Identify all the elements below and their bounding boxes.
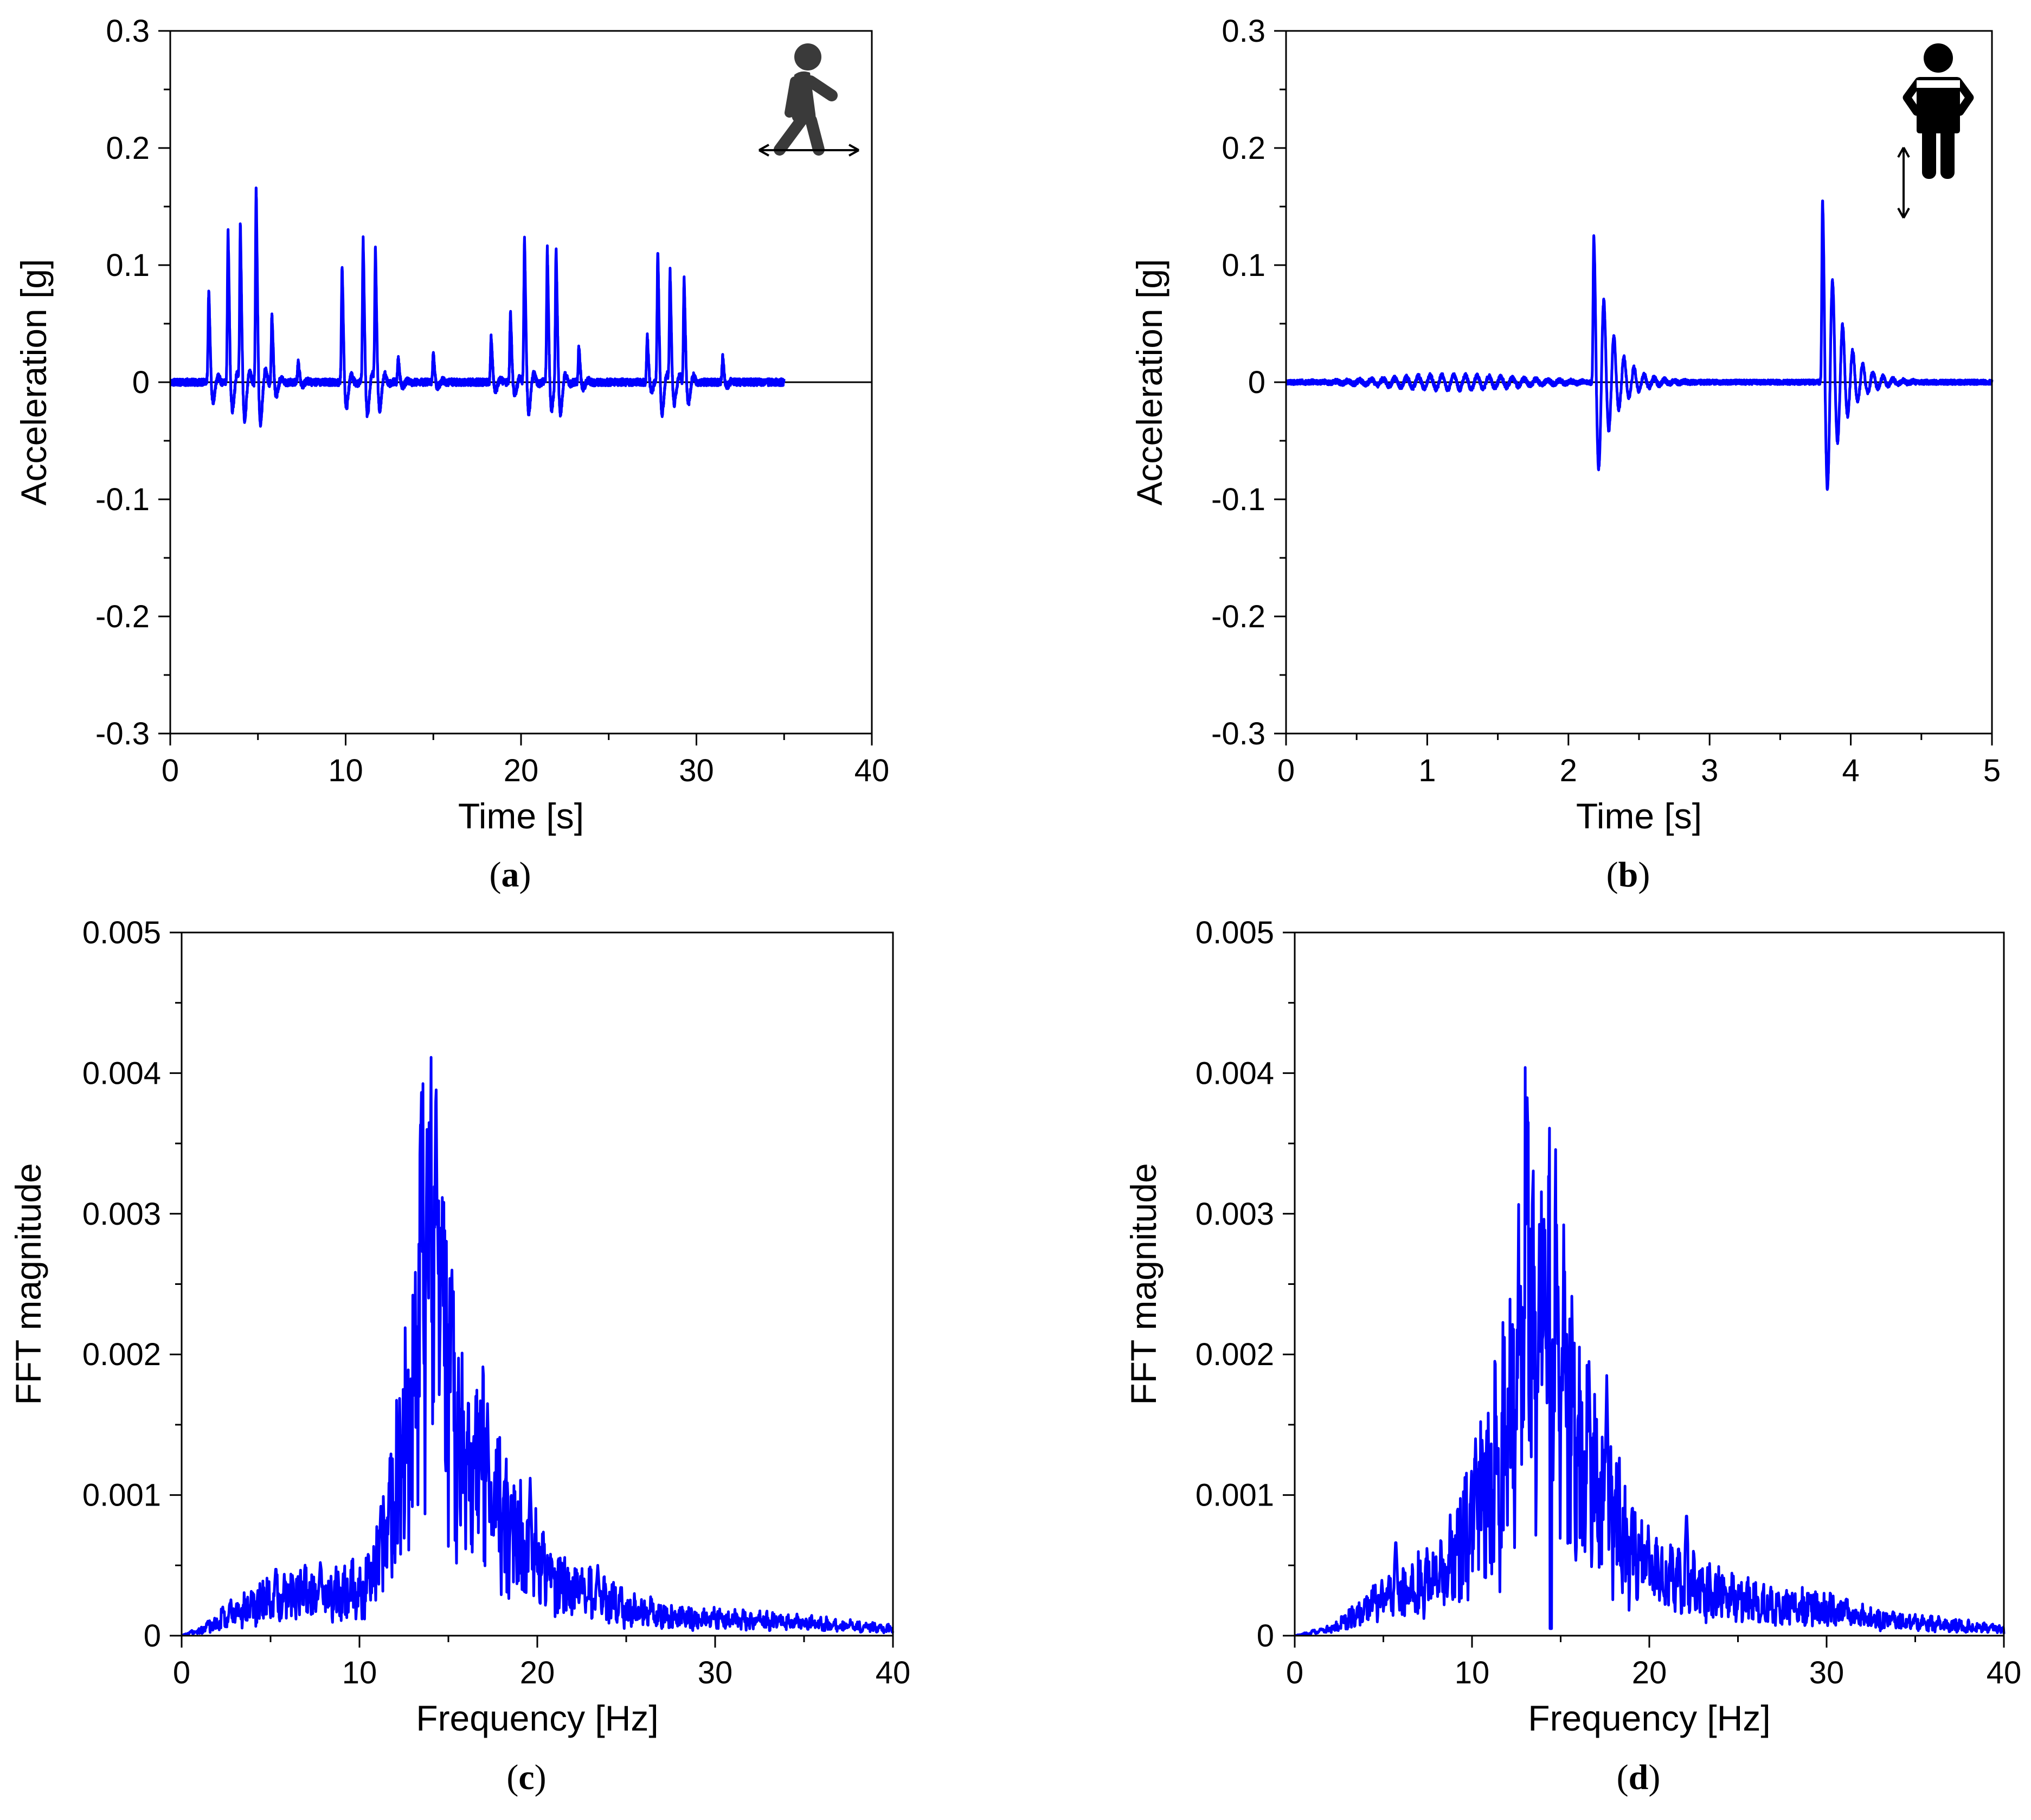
x-tick-label: 0	[162, 753, 179, 788]
standing-person-icon	[1897, 43, 1974, 218]
y-tick-label: -0.2	[95, 599, 150, 634]
x-tick-label: 5	[1983, 753, 2001, 788]
y-tick-label: -0.3	[95, 716, 150, 751]
x-tick-label: 40	[876, 1655, 911, 1690]
y-tick-label: 0.002	[82, 1337, 161, 1372]
y-tick-label: 0.003	[82, 1197, 161, 1232]
y-tick-label: 0.005	[82, 915, 161, 950]
y-tick-label: 0.004	[82, 1056, 161, 1091]
y-tick-label: 0	[1257, 1618, 1274, 1654]
x-tick-label: 30	[698, 1655, 733, 1690]
x-tick-label: 1	[1418, 753, 1436, 788]
panel-label: (a)	[490, 855, 531, 895]
y-tick-label: 0.1	[1222, 248, 1265, 283]
x-tick-label: 10	[342, 1655, 377, 1690]
x-axis-label: Time [s]	[1576, 796, 1702, 836]
x-tick-label: 40	[854, 753, 890, 788]
y-tick-label: 0.001	[1196, 1478, 1274, 1513]
y-axis-label: Acceleration [g]	[14, 259, 54, 506]
y-tick-label: 0.003	[1196, 1197, 1274, 1232]
double-arrow-horizontal-icon	[759, 144, 859, 157]
y-tick-label: 0.2	[106, 131, 150, 166]
x-tick-label: 2	[1560, 753, 1577, 788]
chart-d: 0 10 20 30 40 0 0.001 0.002 0.003 0.004 0.005 Frequ…	[1123, 915, 2021, 1797]
y-tick-label: 0.001	[82, 1478, 161, 1513]
x-tick-label: 3	[1701, 753, 1718, 788]
y-axis-label: FFT magnitude	[1123, 1163, 1164, 1405]
panel-label: (b)	[1606, 855, 1650, 895]
x-tick-label: 0	[173, 1655, 190, 1690]
y-tick-label: -0.1	[1211, 482, 1265, 517]
x-axis-label: Frequency [Hz]	[1528, 1698, 1771, 1738]
x-tick-label: 20	[1632, 1655, 1667, 1690]
y-axis-label: Acceleration [g]	[1129, 259, 1169, 506]
x-axis-label: Frequency [Hz]	[416, 1698, 659, 1738]
y-tick-label: 0.005	[1196, 915, 1274, 950]
x-tick-label: 30	[679, 753, 714, 788]
panel-label: (d)	[1617, 1758, 1661, 1797]
walking-person-icon	[759, 43, 859, 157]
x-tick-label: 4	[1842, 753, 1859, 788]
y-tick-label: 0.002	[1196, 1337, 1274, 1372]
series-line-c	[182, 1056, 895, 1636]
x-tick-label: 40	[1987, 1655, 2022, 1690]
series-line-d	[1295, 1066, 2006, 1636]
y-tick-label: 0	[1248, 365, 1265, 400]
x-tick-label: 20	[520, 1655, 555, 1690]
y-tick-label: -0.1	[95, 482, 150, 517]
chart-c: 0 10 20 30 40 0 0.001 0.002 0.003 0.004 0.005 Frequ…	[8, 915, 910, 1797]
y-tick-label: 0.004	[1196, 1056, 1274, 1091]
y-tick-label: 0.2	[1222, 131, 1265, 166]
y-tick-label: 0	[132, 365, 150, 400]
y-tick-label: -0.3	[1211, 716, 1265, 751]
x-tick-label: 20	[504, 753, 539, 788]
chart-b: 0 1 2 3 4 5 -0.3 -0.2 -0.1 0 0.1 0.2 0.3 Time [s] Acce…	[1129, 14, 2001, 895]
x-tick-label: 0	[1277, 753, 1295, 788]
y-axis-label: FFT magnitude	[8, 1163, 48, 1405]
y-tick-label: 0	[144, 1618, 161, 1654]
y-tick-label: 0.3	[1222, 14, 1265, 49]
x-tick-label: 0	[1286, 1655, 1303, 1690]
double-arrow-vertical-icon	[1897, 147, 1910, 218]
y-tick-label: -0.2	[1211, 599, 1265, 634]
chart-a: 0 10 20 30 40 -0.3 -0.2 -0.1 0 0.1 0.2 0.3 Time [s] A…	[14, 14, 889, 895]
x-tick-label: 10	[328, 753, 363, 788]
y-tick-label: 0.3	[106, 14, 150, 49]
x-tick-label: 10	[1455, 1655, 1490, 1690]
y-tick-label: 0.1	[106, 248, 150, 283]
series-line-b	[1286, 200, 1994, 491]
x-axis-label: Time [s]	[458, 796, 584, 836]
series-line-a	[170, 186, 786, 428]
x-tick-label: 30	[1809, 1655, 1844, 1690]
panel-label: (c)	[506, 1758, 546, 1797]
